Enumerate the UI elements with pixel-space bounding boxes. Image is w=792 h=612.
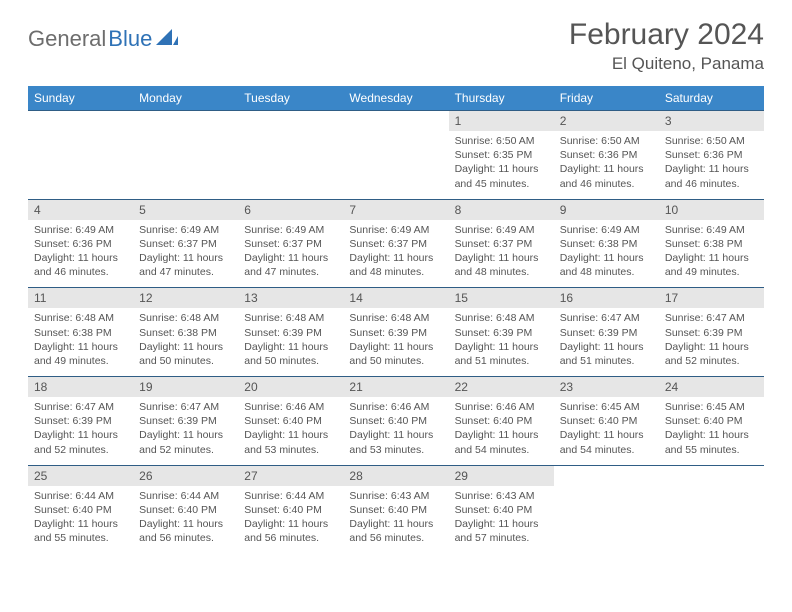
date-cell: 2: [554, 111, 659, 132]
title-location: El Quiteno, Panama: [569, 54, 764, 74]
detail-row: Sunrise: 6:44 AM Sunset: 6:40 PM Dayligh…: [28, 486, 764, 554]
date-cell: 9: [554, 199, 659, 220]
date-cell: 22: [449, 377, 554, 398]
detail-cell: Sunrise: 6:46 AM Sunset: 6:40 PM Dayligh…: [449, 397, 554, 465]
detail-row: Sunrise: 6:50 AM Sunset: 6:35 PM Dayligh…: [28, 131, 764, 199]
detail-cell: Sunrise: 6:47 AM Sunset: 6:39 PM Dayligh…: [28, 397, 133, 465]
logo-text-general: General: [28, 26, 106, 52]
detail-cell: Sunrise: 6:48 AM Sunset: 6:39 PM Dayligh…: [449, 308, 554, 376]
day-header-row: Sunday Monday Tuesday Wednesday Thursday…: [28, 86, 764, 111]
date-cell: 7: [343, 199, 448, 220]
date-cell: 21: [343, 377, 448, 398]
detail-cell: [28, 131, 133, 199]
detail-cell: Sunrise: 6:48 AM Sunset: 6:39 PM Dayligh…: [343, 308, 448, 376]
calendar-body: 123Sunrise: 6:50 AM Sunset: 6:35 PM Dayl…: [28, 111, 764, 554]
date-cell: 13: [238, 288, 343, 309]
day-header: Saturday: [659, 86, 764, 111]
date-cell: [238, 111, 343, 132]
day-header: Tuesday: [238, 86, 343, 111]
date-cell: 10: [659, 199, 764, 220]
title-block: February 2024 El Quiteno, Panama: [569, 18, 764, 74]
detail-row: Sunrise: 6:48 AM Sunset: 6:38 PM Dayligh…: [28, 308, 764, 376]
detail-cell: Sunrise: 6:46 AM Sunset: 6:40 PM Dayligh…: [238, 397, 343, 465]
calendar-table: Sunday Monday Tuesday Wednesday Thursday…: [28, 86, 764, 553]
date-cell: 4: [28, 199, 133, 220]
detail-cell: Sunrise: 6:49 AM Sunset: 6:37 PM Dayligh…: [238, 220, 343, 288]
date-cell: 12: [133, 288, 238, 309]
detail-cell: Sunrise: 6:44 AM Sunset: 6:40 PM Dayligh…: [238, 486, 343, 554]
calendar-page: General Blue February 2024 El Quiteno, P…: [0, 0, 792, 571]
detail-cell: Sunrise: 6:49 AM Sunset: 6:37 PM Dayligh…: [133, 220, 238, 288]
detail-cell: [659, 486, 764, 554]
detail-cell: Sunrise: 6:49 AM Sunset: 6:37 PM Dayligh…: [343, 220, 448, 288]
date-cell: 17: [659, 288, 764, 309]
date-row: 45678910: [28, 199, 764, 220]
detail-row: Sunrise: 6:49 AM Sunset: 6:36 PM Dayligh…: [28, 220, 764, 288]
detail-cell: Sunrise: 6:45 AM Sunset: 6:40 PM Dayligh…: [659, 397, 764, 465]
title-month: February 2024: [569, 18, 764, 52]
date-cell: 20: [238, 377, 343, 398]
date-row: 123: [28, 111, 764, 132]
logo-text-blue: Blue: [108, 26, 152, 52]
date-cell: 11: [28, 288, 133, 309]
detail-cell: Sunrise: 6:48 AM Sunset: 6:38 PM Dayligh…: [133, 308, 238, 376]
detail-row: Sunrise: 6:47 AM Sunset: 6:39 PM Dayligh…: [28, 397, 764, 465]
date-cell: 19: [133, 377, 238, 398]
date-cell: 6: [238, 199, 343, 220]
detail-cell: [554, 486, 659, 554]
date-row: 11121314151617: [28, 288, 764, 309]
detail-cell: [133, 131, 238, 199]
detail-cell: [238, 131, 343, 199]
detail-cell: Sunrise: 6:47 AM Sunset: 6:39 PM Dayligh…: [554, 308, 659, 376]
day-header: Monday: [133, 86, 238, 111]
detail-cell: Sunrise: 6:49 AM Sunset: 6:38 PM Dayligh…: [659, 220, 764, 288]
date-cell: [659, 465, 764, 486]
date-row: 18192021222324: [28, 377, 764, 398]
detail-cell: Sunrise: 6:50 AM Sunset: 6:36 PM Dayligh…: [659, 131, 764, 199]
date-cell: 18: [28, 377, 133, 398]
detail-cell: Sunrise: 6:47 AM Sunset: 6:39 PM Dayligh…: [659, 308, 764, 376]
detail-cell: Sunrise: 6:48 AM Sunset: 6:38 PM Dayligh…: [28, 308, 133, 376]
day-header: Friday: [554, 86, 659, 111]
date-cell: 16: [554, 288, 659, 309]
day-header: Wednesday: [343, 86, 448, 111]
date-cell: 23: [554, 377, 659, 398]
date-cell: 28: [343, 465, 448, 486]
date-cell: 1: [449, 111, 554, 132]
detail-cell: Sunrise: 6:49 AM Sunset: 6:36 PM Dayligh…: [28, 220, 133, 288]
date-cell: 14: [343, 288, 448, 309]
day-header: Thursday: [449, 86, 554, 111]
logo-sail-icon: [156, 29, 178, 52]
detail-cell: [343, 131, 448, 199]
day-header: Sunday: [28, 86, 133, 111]
date-cell: [28, 111, 133, 132]
detail-cell: Sunrise: 6:50 AM Sunset: 6:36 PM Dayligh…: [554, 131, 659, 199]
date-cell: 29: [449, 465, 554, 486]
date-cell: 27: [238, 465, 343, 486]
date-cell: [343, 111, 448, 132]
detail-cell: Sunrise: 6:49 AM Sunset: 6:38 PM Dayligh…: [554, 220, 659, 288]
date-cell: 8: [449, 199, 554, 220]
date-cell: 3: [659, 111, 764, 132]
date-row: 2526272829: [28, 465, 764, 486]
date-cell: 25: [28, 465, 133, 486]
detail-cell: Sunrise: 6:44 AM Sunset: 6:40 PM Dayligh…: [28, 486, 133, 554]
detail-cell: Sunrise: 6:43 AM Sunset: 6:40 PM Dayligh…: [449, 486, 554, 554]
date-cell: 15: [449, 288, 554, 309]
detail-cell: Sunrise: 6:43 AM Sunset: 6:40 PM Dayligh…: [343, 486, 448, 554]
detail-cell: Sunrise: 6:50 AM Sunset: 6:35 PM Dayligh…: [449, 131, 554, 199]
detail-cell: Sunrise: 6:49 AM Sunset: 6:37 PM Dayligh…: [449, 220, 554, 288]
detail-cell: Sunrise: 6:45 AM Sunset: 6:40 PM Dayligh…: [554, 397, 659, 465]
detail-cell: Sunrise: 6:47 AM Sunset: 6:39 PM Dayligh…: [133, 397, 238, 465]
detail-cell: Sunrise: 6:44 AM Sunset: 6:40 PM Dayligh…: [133, 486, 238, 554]
logo: General Blue: [28, 18, 178, 52]
date-cell: 24: [659, 377, 764, 398]
date-cell: 26: [133, 465, 238, 486]
detail-cell: Sunrise: 6:48 AM Sunset: 6:39 PM Dayligh…: [238, 308, 343, 376]
page-header: General Blue February 2024 El Quiteno, P…: [28, 18, 764, 74]
date-cell: 5: [133, 199, 238, 220]
detail-cell: Sunrise: 6:46 AM Sunset: 6:40 PM Dayligh…: [343, 397, 448, 465]
date-cell: [133, 111, 238, 132]
date-cell: [554, 465, 659, 486]
